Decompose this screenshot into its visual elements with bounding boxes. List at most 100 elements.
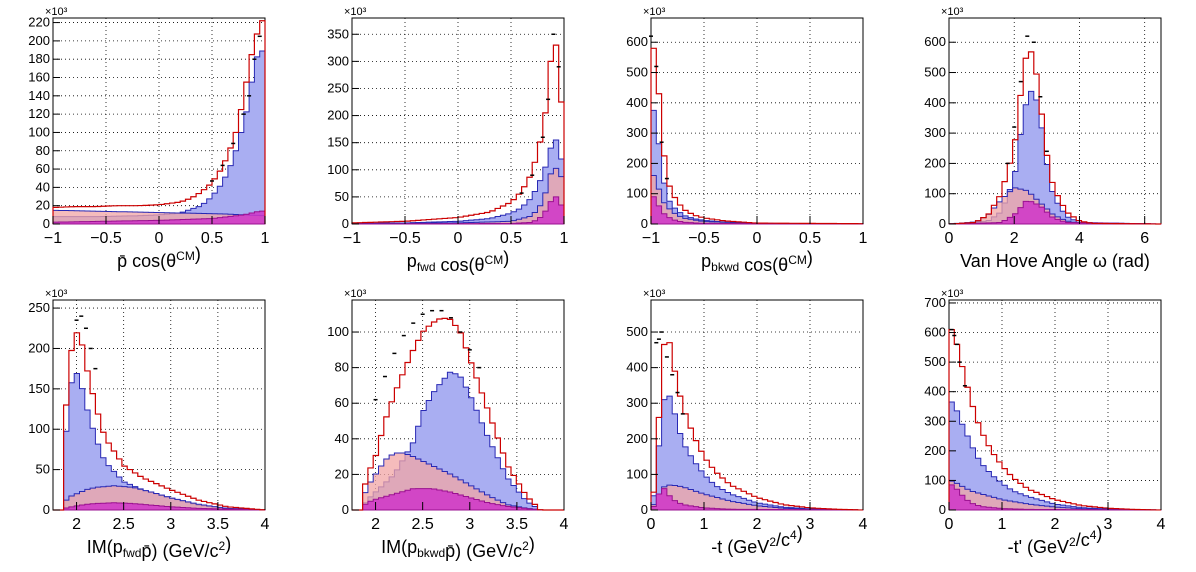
x-axis-label: p̄ cos(θCM): [117, 244, 201, 271]
y-exponent-label: ×10³: [344, 6, 367, 18]
y-tick-label: 200: [327, 108, 349, 123]
x-tick-label: 2.5: [113, 516, 135, 533]
y-tick-label: 200: [626, 431, 648, 446]
y-exponent-label: ×10³: [643, 6, 666, 18]
x-axis-label: -t (GeV2/c4): [711, 523, 802, 557]
x-tick-label: −1: [343, 230, 361, 247]
x-tick-label: −0.5: [389, 230, 421, 247]
x-tick-label: 3: [166, 516, 175, 533]
x-axis-label: Van Hove Angle ω (rad): [960, 251, 1150, 271]
y-tick-label: 0: [939, 216, 946, 231]
y-tick-label: 350: [327, 26, 349, 41]
y-tick-label: 0: [43, 216, 50, 231]
x-tick-label: 1: [261, 230, 270, 247]
y-tick-label: 400: [626, 95, 648, 110]
x-tick-label: −0.5: [688, 230, 720, 247]
y-tick-label: 20: [36, 198, 50, 213]
hist-magenta-fill: [352, 488, 564, 511]
y-tick-label: 200: [28, 33, 50, 48]
y-exponent-label: ×10³: [45, 288, 68, 300]
y-tick-label: 200: [924, 155, 946, 170]
y-tick-label: 500: [924, 354, 946, 369]
x-tick-label: 3.5: [207, 516, 229, 533]
x-axis-label: pfwd cos(θCM): [407, 248, 509, 275]
x-tick-label: 3: [806, 516, 815, 533]
x-tick-label: 6: [1140, 230, 1149, 247]
hist-total-line: [948, 51, 1162, 225]
x-tick-label: 4: [1157, 516, 1166, 533]
y-tick-label: 100: [626, 186, 648, 201]
y-tick-label: 60: [335, 395, 349, 410]
y-tick-label: 0: [939, 502, 946, 517]
hist-total-line: [352, 317, 564, 511]
y-tick-label: 100: [924, 186, 946, 201]
panel-8: 0 1 2 3 4 0 100 200 300 400 500 600 700×10³ -t' (GeV2…: [924, 288, 1165, 557]
x-tick-label: 2.5: [412, 516, 434, 533]
x-tick-label: −0.5: [90, 230, 122, 247]
y-tick-label: 120: [28, 106, 50, 121]
y-tick-label: 700: [924, 295, 946, 310]
x-tick-label: 0: [454, 230, 463, 247]
y-tick-label: 40: [335, 431, 349, 446]
x-tick-label: 3.5: [506, 516, 528, 533]
x-axis-label: IM(pfwdp̄) (GeV/c2): [87, 534, 231, 561]
x-tick-label: 0: [753, 230, 762, 247]
y-tick-label: 50: [36, 462, 50, 477]
x-axis-label: IM(pbkwdp̄) (GeV/c2): [381, 534, 535, 561]
panel-5: 2 2.5 3 3.5 4 0 50 100 150 200 250×10³ IM(pfwdp̄) (…: [28, 288, 269, 561]
x-tick-label: 4: [560, 516, 569, 533]
x-tick-label: 2: [1051, 516, 1060, 533]
hist-magenta-fill: [53, 502, 266, 511]
y-tick-label: 160: [28, 70, 50, 85]
x-tick-label: 0.5: [201, 230, 223, 247]
x-axis-label: pbkwd cos(θCM): [701, 248, 813, 275]
y-tick-label: 200: [924, 443, 946, 458]
y-tick-label: 100: [28, 421, 50, 436]
y-tick-label: 250: [28, 300, 50, 315]
y-tick-label: 400: [626, 360, 648, 375]
y-tick-label: 100: [28, 124, 50, 139]
y-tick-label: 140: [28, 88, 50, 103]
hist-total-line: [948, 328, 1162, 511]
y-tick-label: 150: [327, 135, 349, 150]
x-tick-label: 2: [371, 516, 380, 533]
y-tick-label: 400: [924, 384, 946, 399]
x-tick-label: 4: [261, 516, 270, 533]
y-tick-label: 600: [924, 325, 946, 340]
y-tick-label: 100: [924, 472, 946, 487]
panel-3: −1 −0.5 0 0.5 1 0 100 200 300 400 500 600 ×10³ pbkwd …: [626, 6, 867, 275]
x-tick-label: 0: [647, 516, 656, 533]
y-tick-label: 180: [28, 51, 50, 66]
plot-frame: [351, 17, 565, 225]
y-tick-label: 100: [327, 324, 349, 339]
x-axis-label: -t' (GeV2/c4): [1008, 523, 1103, 557]
x-tick-label: 3: [1104, 516, 1113, 533]
y-tick-label: 220: [28, 15, 50, 30]
y-tick-label: 100: [626, 466, 648, 481]
y-tick-label: 500: [924, 65, 946, 80]
hist-total-line: [52, 20, 266, 224]
y-exponent-label: ×10³: [941, 288, 964, 300]
x-tick-label: 1: [560, 230, 569, 247]
hist-total-line: [53, 332, 266, 511]
x-tick-label: 0: [945, 230, 954, 247]
y-tick-label: 300: [924, 125, 946, 140]
plot-frame: [650, 17, 864, 225]
x-tick-label: −1: [44, 230, 62, 247]
y-tick-label: 500: [626, 324, 648, 339]
y-tick-label: 400: [924, 95, 946, 110]
x-tick-label: 0.5: [500, 230, 522, 247]
y-tick-label: 20: [335, 466, 349, 481]
x-tick-label: 0.5: [799, 230, 821, 247]
hist-total-line: [650, 342, 864, 511]
panel-7: 0 1 2 3 4 0 100 200 300 400 500 ×10³ -t (GeV2/c4): [626, 288, 867, 557]
y-tick-label: 0: [43, 502, 50, 517]
x-tick-label: 1: [700, 516, 709, 533]
x-tick-label: −1: [642, 230, 660, 247]
x-tick-label: 3: [465, 516, 474, 533]
y-tick-label: 40: [36, 179, 50, 194]
y-tick-label: 300: [327, 53, 349, 68]
